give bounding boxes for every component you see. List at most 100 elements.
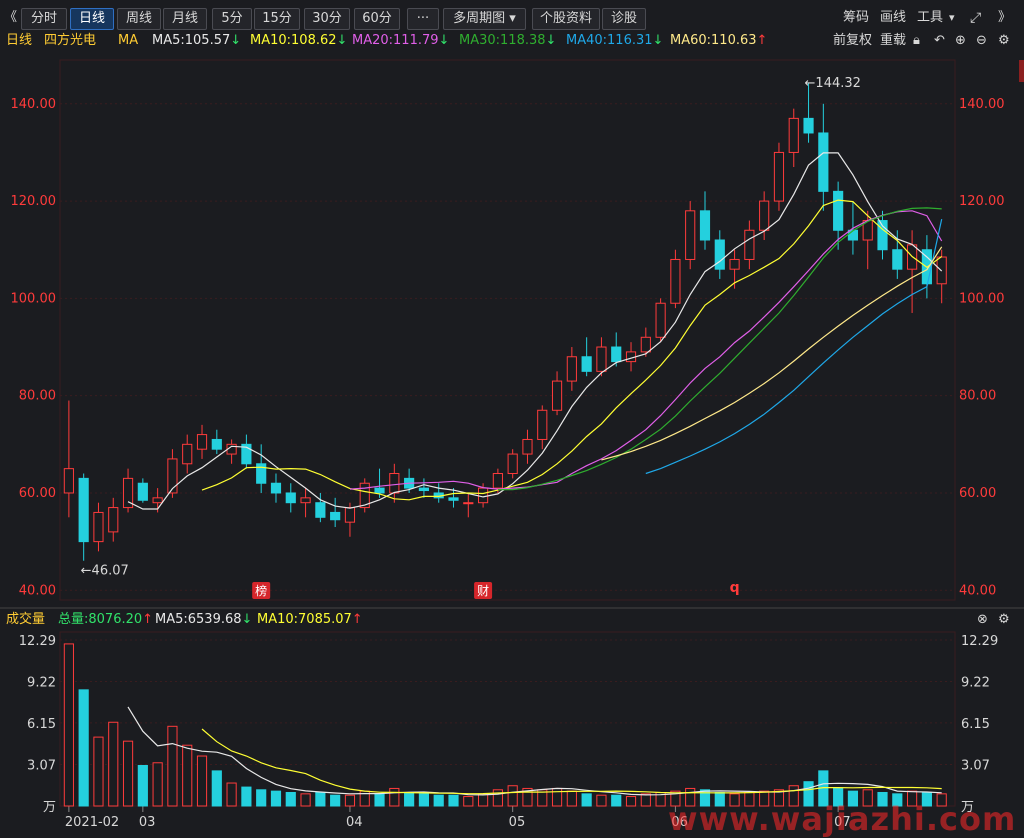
period-button-7[interactable]: 60分 xyxy=(354,8,400,30)
volume-bar xyxy=(374,793,385,807)
volume-bar xyxy=(433,794,444,807)
toolbar-link-tools[interactable]: 工具 xyxy=(917,10,944,25)
volume-tick-label-left: 12.29 xyxy=(19,634,56,649)
zoom-out-icon[interactable]: ⊖ xyxy=(976,33,987,48)
candle-body xyxy=(759,200,770,231)
candle-body xyxy=(847,229,859,241)
period-button-3[interactable]: 月线 xyxy=(163,8,207,30)
volume-bar xyxy=(566,790,577,807)
x-tick-label: 03 xyxy=(139,815,156,830)
candle-body xyxy=(566,356,577,382)
reload-link[interactable]: 重载 xyxy=(880,33,907,48)
x-tick-label: 07 xyxy=(834,815,851,830)
period-button-6[interactable]: 30分 xyxy=(304,8,350,30)
volume-bar xyxy=(300,793,311,807)
period-button-4[interactable]: 5分 xyxy=(212,8,252,30)
volume-bar xyxy=(596,794,607,807)
undo-icon[interactable]: ↶ xyxy=(934,33,945,48)
price-tick-label-right: 140.00 xyxy=(959,97,1005,112)
ma-line-ma5 xyxy=(127,152,943,510)
ma-line-ma60 xyxy=(601,246,943,461)
zoom-in-icon[interactable]: ⊕ xyxy=(955,33,966,48)
candle-body xyxy=(551,380,563,411)
volume-bar xyxy=(492,789,503,807)
candle-body xyxy=(285,492,296,504)
period-button-2[interactable]: 周线 xyxy=(117,8,161,30)
volume-bar xyxy=(285,791,296,807)
volume-ma5-value: MA5:6539.68 xyxy=(155,612,242,627)
period-button-10[interactable]: 个股资料 xyxy=(532,8,600,30)
volume-bar xyxy=(670,790,681,807)
volume-bar xyxy=(93,736,104,807)
next-page-icon[interactable]: 》 xyxy=(998,10,1012,25)
volume-bar xyxy=(522,787,533,807)
ma40-arrow: ↓ xyxy=(652,33,664,48)
ma20-label: MA20:111.79↓ xyxy=(352,31,449,51)
period-button-8[interactable]: ··· xyxy=(407,8,439,30)
ma-line-ma30 xyxy=(497,207,942,491)
min-price-label: ←46.07 xyxy=(81,564,129,579)
candle-body xyxy=(581,356,592,372)
expand-icon[interactable]: ⤢ xyxy=(970,10,982,26)
adjust-forward-link[interactable]: 前复权 xyxy=(833,33,873,48)
volume-bar xyxy=(773,789,785,807)
settings-icon[interactable]: ⚙ xyxy=(998,33,1010,48)
volume-bar xyxy=(270,790,282,807)
ma40-label: MA40:116.31↓ xyxy=(566,31,663,51)
prev-page-icon[interactable]: 《 xyxy=(4,10,18,25)
lock-icon[interactable]: 🔒︎ xyxy=(913,33,920,48)
toolbar-link-draw[interactable]: 画线 xyxy=(880,10,907,25)
volume-ma5-line xyxy=(127,706,942,796)
toolbar-link-chip[interactable]: 筹码 xyxy=(843,10,870,25)
price-tick-label-right: 120.00 xyxy=(959,194,1005,209)
candle-body xyxy=(773,151,785,202)
volume-bar xyxy=(330,794,341,807)
volume-close-icon[interactable]: ⊗ xyxy=(977,612,988,627)
volume-bar xyxy=(122,740,134,807)
volume-ma10-value: MA10:7085.07 xyxy=(257,612,352,627)
ma60-label: MA60:110.63↑ xyxy=(670,31,767,51)
price-tick-label-left: 40.00 xyxy=(19,583,56,598)
event-marker: 财 xyxy=(477,584,489,598)
volume-tick-label-right: 万 xyxy=(961,800,974,815)
indicator-bar: 日线 四方光电 MA MA5:105.57↓ MA10:108.62↓ MA20… xyxy=(0,31,1024,51)
candle-body xyxy=(108,507,119,533)
volume-tick-label-left: 6.15 xyxy=(27,717,56,732)
candle-body xyxy=(137,482,148,501)
volume-bar xyxy=(315,791,326,807)
event-marker-badge xyxy=(252,582,271,599)
indicator-name[interactable]: MA xyxy=(118,33,139,48)
candle-body xyxy=(670,258,681,304)
tools-dropdown-icon[interactable]: ▾ xyxy=(949,11,955,24)
volume-ma5-arrow: ↓ xyxy=(241,612,253,627)
ma40-value: MA40:116.31 xyxy=(566,33,653,48)
scrollbar-thumb[interactable] xyxy=(1019,60,1024,82)
price-tick-label-right: 40.00 xyxy=(959,583,996,598)
ma5-arrow: ↓ xyxy=(230,33,242,48)
period-button-11[interactable]: 诊股 xyxy=(602,8,646,30)
candle-body xyxy=(270,482,282,494)
volume-tick-label-right: 6.15 xyxy=(961,717,990,732)
volume-bar xyxy=(241,786,252,807)
price-tick-label-left: 140.00 xyxy=(11,97,57,112)
volume-ma5: MA5:6539.68↓ xyxy=(155,610,252,630)
period-button-5[interactable]: 15分 xyxy=(254,8,300,30)
period-button-0[interactable]: 分时 xyxy=(21,8,67,30)
candle-body xyxy=(877,220,888,251)
price-tick-label-left: 120.00 xyxy=(11,194,57,209)
candle-body xyxy=(78,477,89,543)
candle-body xyxy=(744,229,755,260)
volume-bar xyxy=(463,796,474,807)
candle-body xyxy=(685,210,696,260)
volume-bar xyxy=(404,791,415,807)
ma20-value: MA20:111.79 xyxy=(352,33,439,48)
volume-bar xyxy=(448,794,459,807)
watermark: www.wajiazhi.com xyxy=(668,800,1017,838)
volume-settings-icon[interactable]: ⚙ xyxy=(998,612,1010,627)
period-button-9[interactable]: 多周期图 ▾ xyxy=(443,8,526,30)
period-button-1[interactable]: 日线 xyxy=(70,8,114,30)
volume-bar xyxy=(418,793,430,807)
candle-body xyxy=(63,468,74,494)
price-tick-label-left: 100.00 xyxy=(11,291,57,306)
